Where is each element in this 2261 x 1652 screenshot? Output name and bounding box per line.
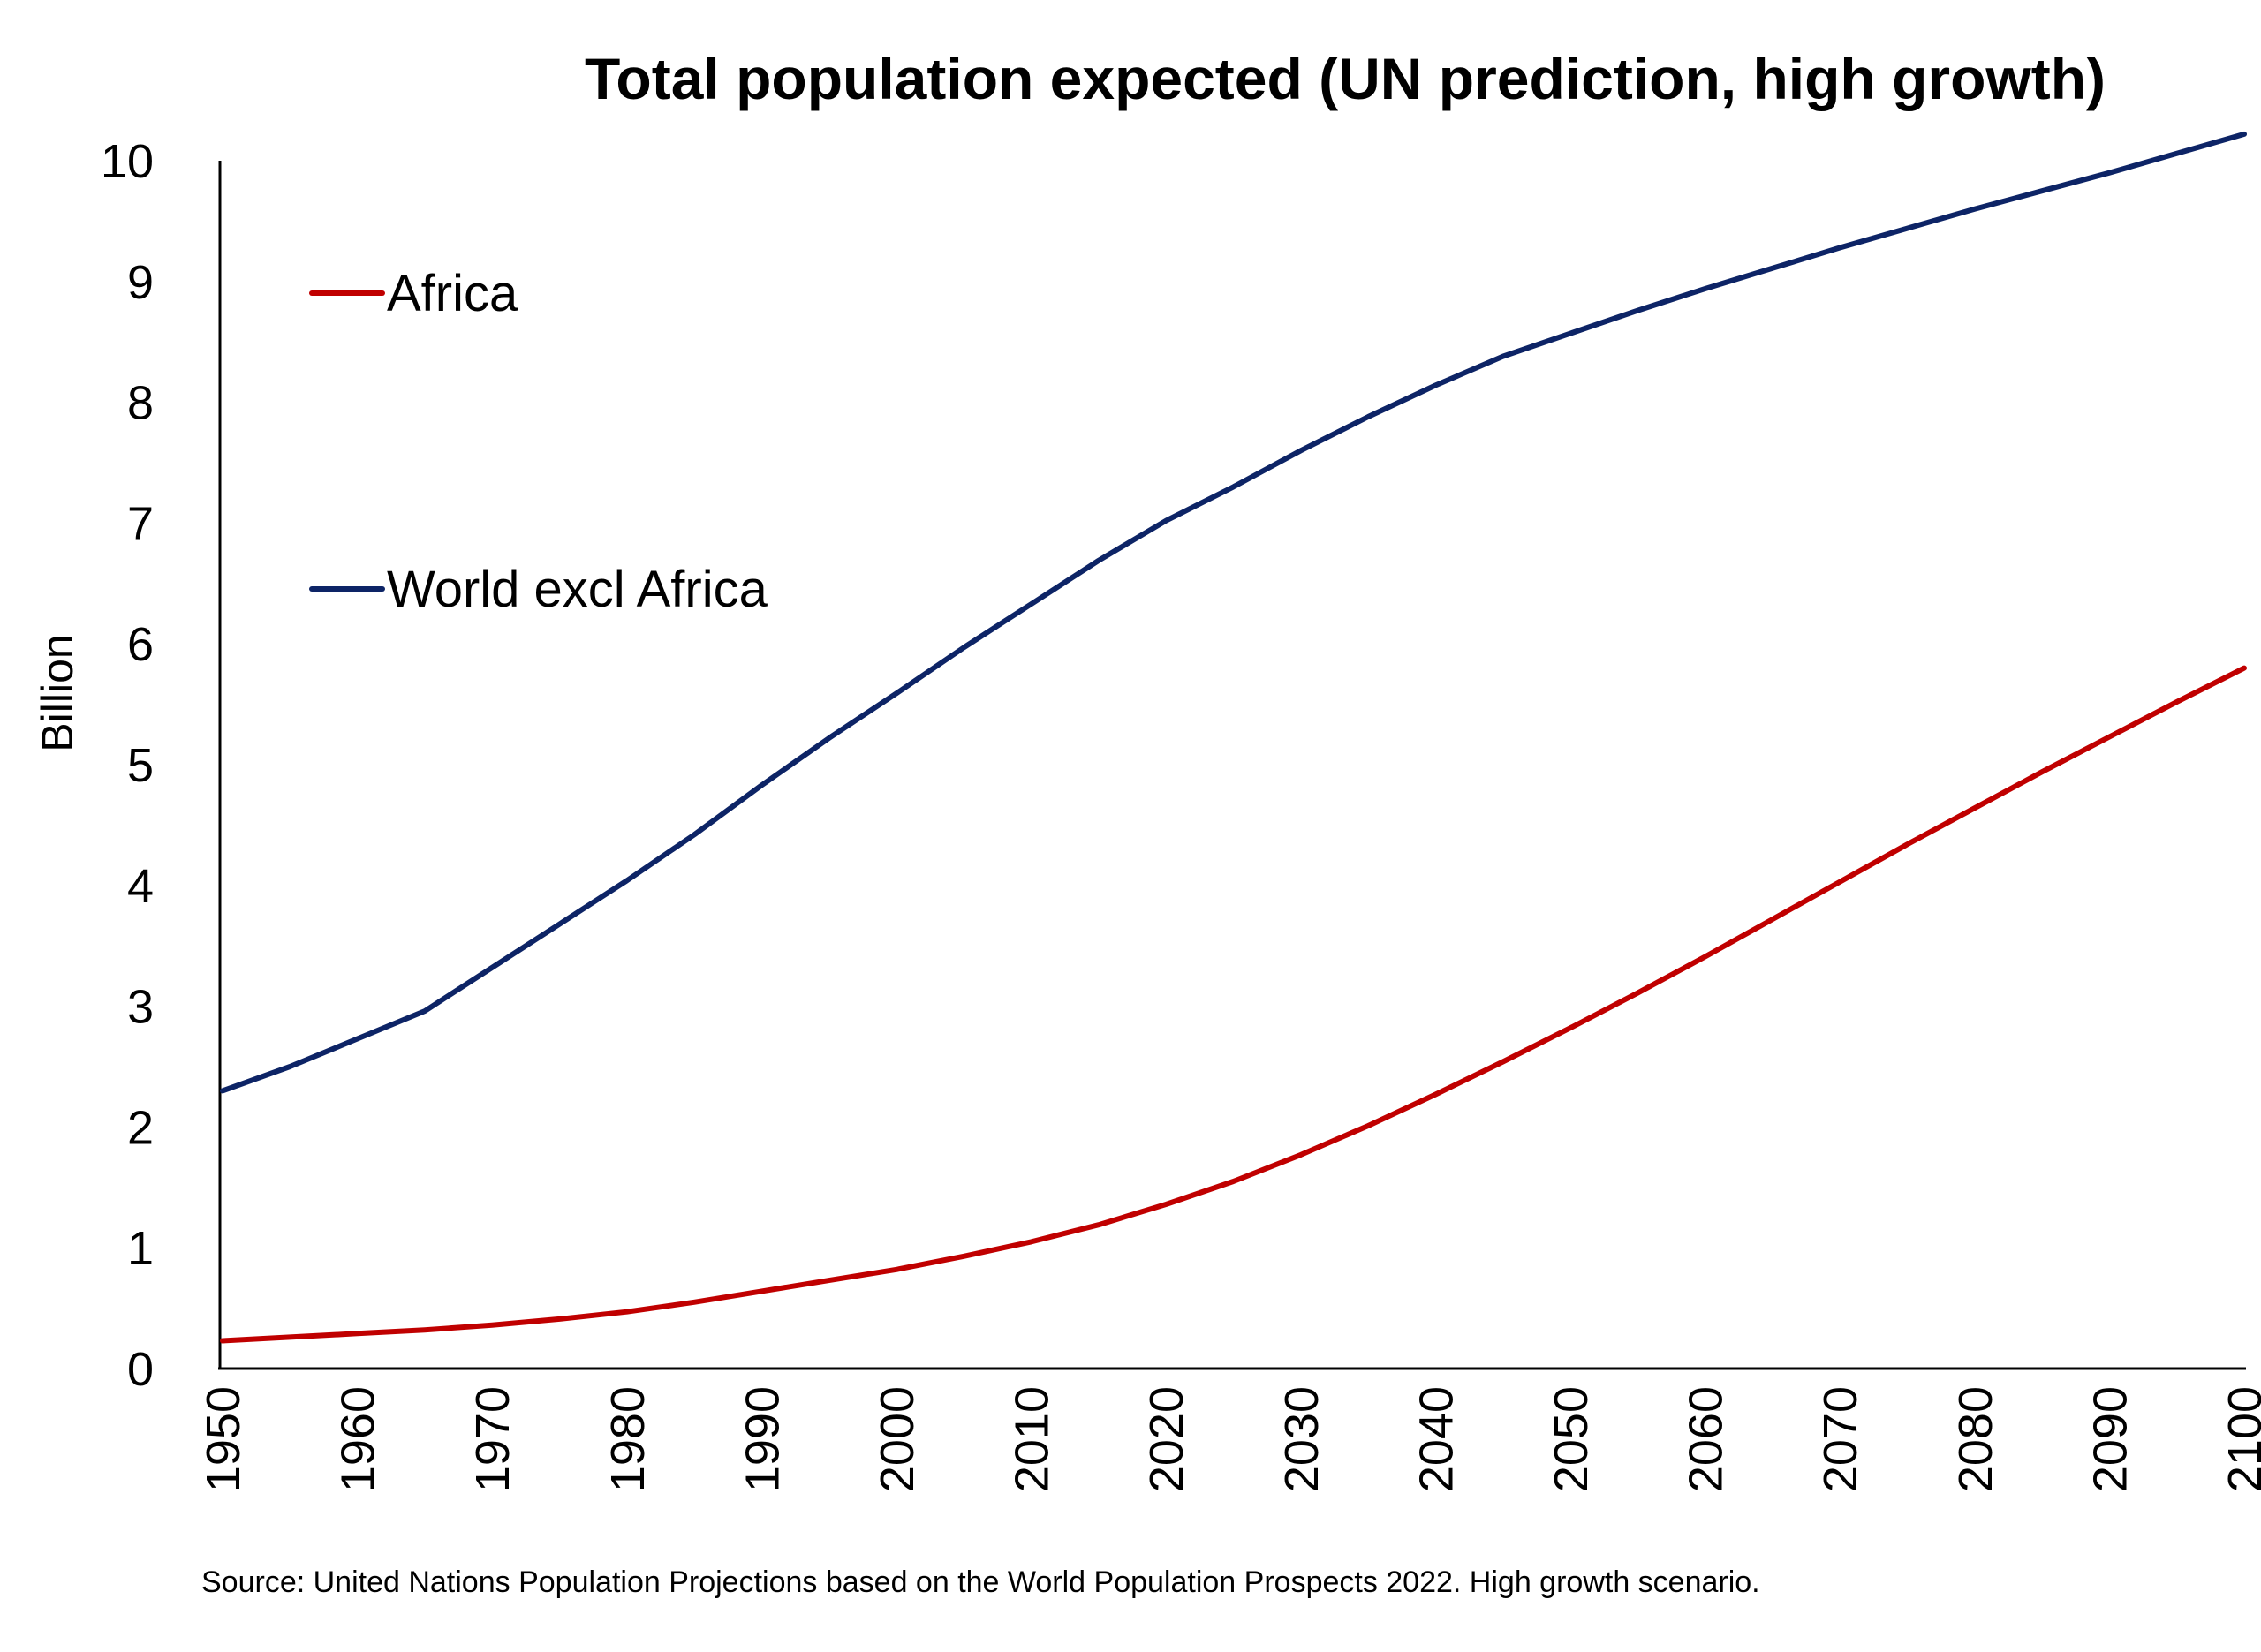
y-tick-label: 4: [127, 860, 154, 913]
x-tick-label: 2040: [1410, 1386, 1463, 1492]
x-tick-label: 1960: [332, 1386, 385, 1492]
y-tick-label: 3: [127, 981, 154, 1034]
chart-title: Total population expected (UN prediction…: [585, 46, 2106, 111]
legend-label-world-excl-africa: World excl Africa: [387, 561, 768, 618]
series-line-africa: [220, 665, 2247, 1344]
source-note: Source: United Nations Population Projec…: [201, 1565, 1760, 1599]
y-tick-label: 0: [127, 1343, 154, 1396]
y-tick-label: 5: [127, 739, 154, 792]
y-tick-label: 1: [127, 1222, 154, 1275]
series-line-world-excl-africa: [220, 131, 2247, 1094]
y-axis-label: Billion: [33, 634, 82, 751]
y-tick-label: 8: [127, 377, 154, 430]
x-tick-label: 2010: [1006, 1386, 1059, 1492]
x-tick-label: 2050: [1545, 1386, 1598, 1492]
legend-label-africa: Africa: [387, 265, 518, 322]
y-tick-label: 6: [127, 618, 154, 671]
legend-item-world-excl-africa: World excl Africa: [309, 561, 768, 618]
x-tick-label: 2000: [871, 1386, 924, 1492]
y-tick-label: 9: [127, 256, 154, 309]
y-tick-label: 7: [127, 497, 154, 550]
x-tick-label: 2030: [1275, 1386, 1328, 1492]
y-tick-labels: 0 1 2 3 4 5 6 7 8 9 10: [101, 135, 154, 1396]
x-tick-label: 2020: [1140, 1386, 1193, 1492]
x-tick-label: 2100: [2219, 1386, 2261, 1492]
y-tick-label: 10: [101, 135, 154, 188]
x-tick-label: 2080: [1949, 1386, 2002, 1492]
series-lines: [220, 131, 2247, 1344]
x-tick-label: 1950: [197, 1386, 250, 1492]
x-tick-labels: 1950 1960 1970 1980 1990 2000 2010 2020 2030 2040…: [197, 1386, 2261, 1492]
legend: Africa World excl Africa: [309, 265, 768, 618]
y-tick-label: 2: [127, 1101, 154, 1154]
x-tick-label: 2090: [2083, 1386, 2136, 1492]
x-tick-label: 2070: [1814, 1386, 1867, 1492]
x-tick-label: 2060: [1680, 1386, 1733, 1492]
x-tick-label: 1990: [736, 1386, 789, 1492]
x-tick-label: 1970: [466, 1386, 519, 1492]
legend-item-africa: Africa: [309, 265, 518, 322]
x-tick-label: 1980: [601, 1386, 654, 1492]
